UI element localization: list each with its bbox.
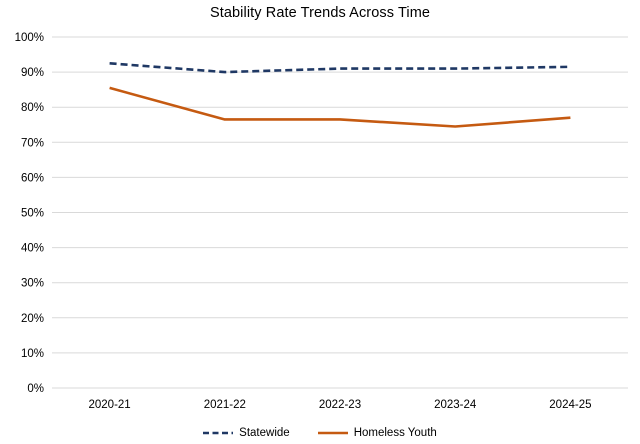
x-axis-tick-label: 2021-22	[204, 399, 246, 411]
y-axis-tick-label: 60%	[21, 172, 44, 184]
y-axis-tick-label: 0%	[27, 383, 44, 395]
x-axis-tick-label: 2024-25	[549, 399, 591, 411]
y-axis-tick-label: 90%	[21, 67, 44, 79]
y-axis-tick-label: 30%	[21, 278, 44, 290]
y-axis-tick-label: 70%	[21, 137, 44, 149]
y-axis-tick-label: 100%	[15, 32, 44, 44]
series-line-statewide	[109, 62, 571, 74]
chart-legend: Statewide Homeless Youth	[0, 426, 640, 440]
y-axis-tick-label: 40%	[21, 243, 44, 255]
legend-swatch-dashed-line-icon	[203, 431, 234, 435]
legend-swatch-solid-line-icon	[317, 431, 348, 435]
y-axis-tick-label: 80%	[21, 102, 44, 114]
x-axis-tick-label: 2023-24	[434, 399, 477, 411]
x-axis-tick-label: 2022-23	[319, 399, 361, 411]
legend-label: Statewide	[239, 426, 290, 439]
legend-label: Homeless Youth	[353, 426, 437, 439]
y-axis-tick-label: 10%	[21, 348, 44, 360]
y-axis-tick-label: 50%	[21, 208, 44, 220]
legend-item-homeless-youth: Homeless Youth	[317, 426, 437, 440]
y-axis-tick-label: 20%	[21, 313, 44, 325]
chart-title: Stability Rate Trends Across Time	[209, 5, 431, 21]
legend-item-statewide: Statewide	[203, 426, 290, 440]
series-line-homeless-youth	[109, 86, 571, 128]
x-axis-tick-label: 2020-21	[88, 399, 130, 411]
